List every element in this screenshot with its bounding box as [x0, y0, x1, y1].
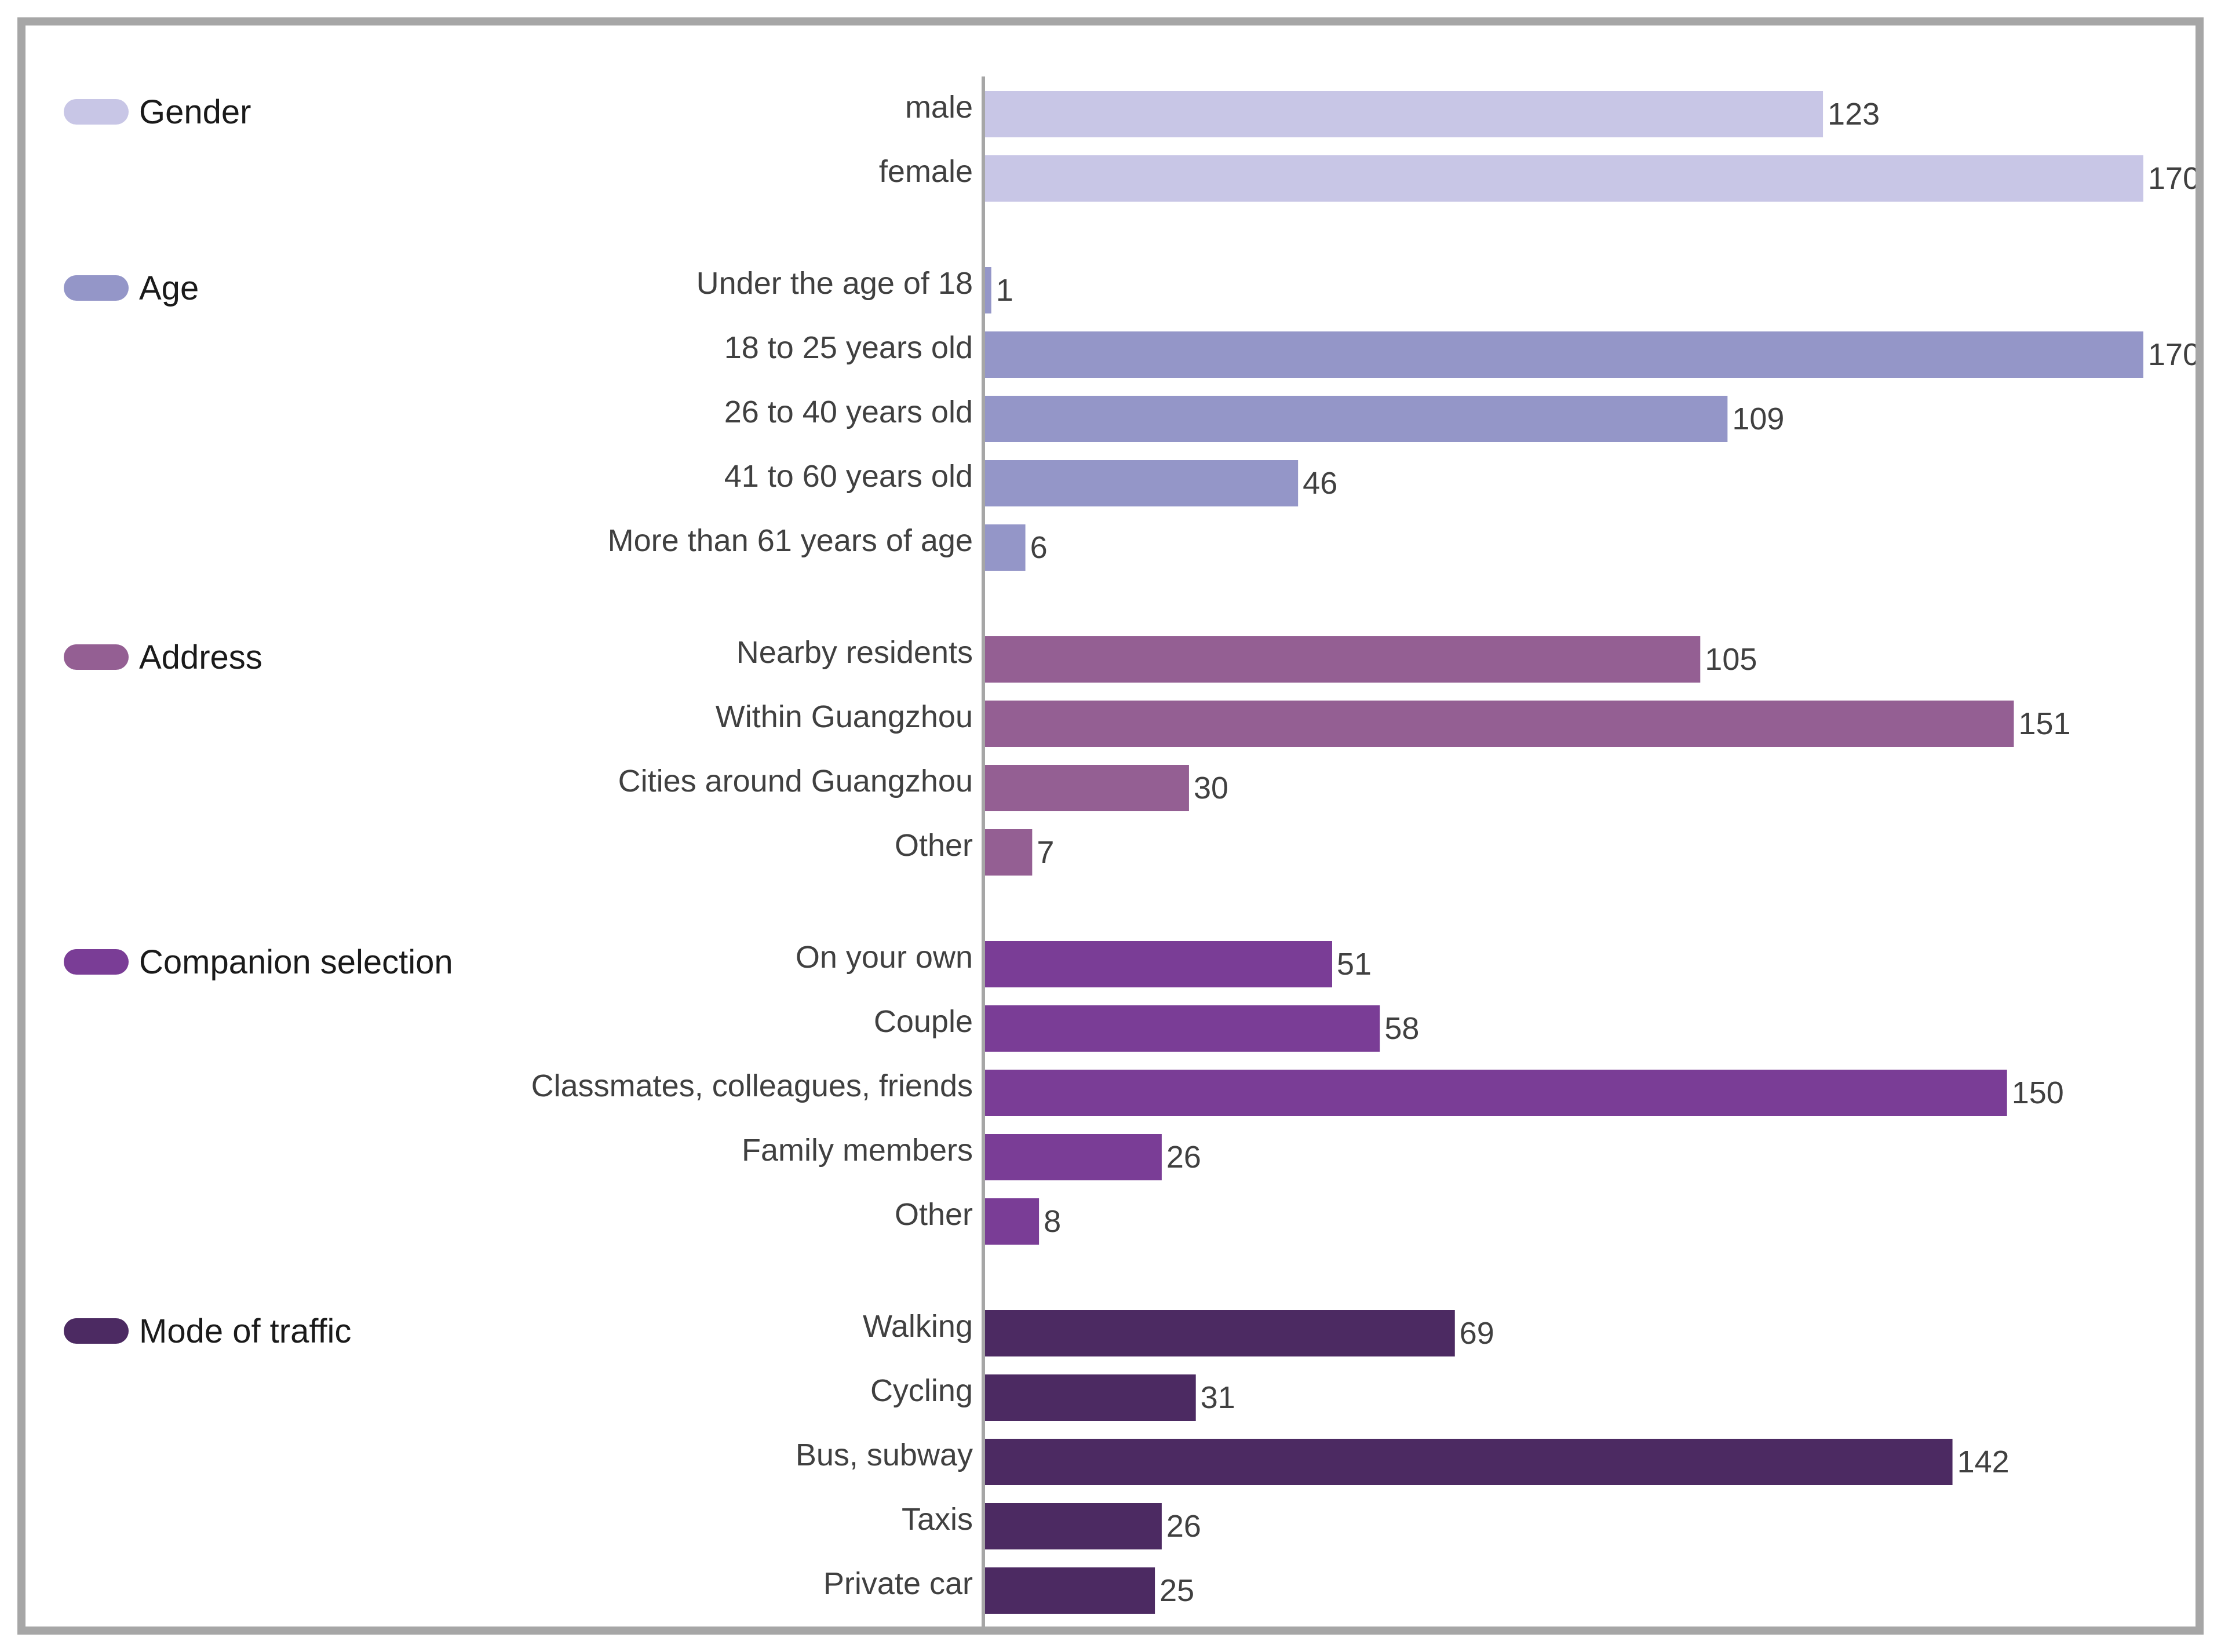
category-label: 41 to 60 years old [724, 459, 973, 494]
group-label: Gender [139, 93, 251, 131]
category-label: 18 to 25 years old [724, 330, 973, 365]
category-label: Cities around Guangzhou [618, 764, 973, 798]
category-label: female [879, 154, 973, 189]
value-label: 109 [1732, 402, 1784, 436]
bar [984, 941, 1332, 987]
chart-svg: Gender male 123 female 170 Age Under the age o… [64, 76, 2196, 1627]
bar [984, 1198, 1040, 1245]
bar [984, 636, 1701, 683]
value-label: 123 [1828, 97, 1880, 132]
value-label: 26 [1166, 1140, 1201, 1175]
legend-swatch [64, 1318, 129, 1344]
bar [984, 829, 1033, 876]
value-label: 26 [1166, 1509, 1201, 1544]
bar [984, 1310, 1455, 1356]
category-label: On your own [796, 940, 973, 975]
value-label: 51 [1337, 947, 1372, 982]
value-label: 6 [1030, 530, 1048, 565]
group-label: Age [139, 269, 199, 307]
value-label: 46 [1303, 466, 1337, 501]
value-label: 151 [2018, 706, 2070, 741]
value-label: 8 [1044, 1204, 1061, 1239]
bar [984, 1374, 1196, 1421]
bar [984, 331, 2143, 378]
bar [984, 701, 2014, 747]
bar [984, 267, 991, 313]
bar [984, 524, 1026, 571]
category-label: More than 61 years of age [608, 523, 973, 558]
category-label: Couple [874, 1004, 973, 1039]
category-label: Taxis [902, 1502, 973, 1537]
category-label: male [905, 90, 973, 125]
bar [984, 1567, 1155, 1614]
category-label: Within Guangzhou [716, 699, 973, 734]
group-label: Companion selection [139, 943, 453, 981]
bar [984, 1070, 2007, 1116]
category-label: Walking [863, 1309, 973, 1344]
category-label: 26 to 40 years old [724, 395, 973, 429]
bar [984, 460, 1299, 506]
category-label: Nearby residents [736, 635, 973, 670]
value-label: 58 [1384, 1011, 1419, 1046]
value-label: 170 [2148, 161, 2196, 196]
value-label: 25 [1159, 1573, 1194, 1608]
category-label: Other [895, 1197, 973, 1232]
category-label: Under the age of 18 [696, 266, 973, 301]
category-label: Classmates, colleagues, friends [531, 1068, 973, 1103]
group-label: Address [139, 639, 262, 676]
value-label: 30 [1194, 771, 1228, 805]
value-label: 150 [2012, 1075, 2064, 1110]
bar [984, 91, 1824, 137]
legend-swatch [64, 99, 129, 125]
value-label: 31 [1201, 1380, 1235, 1415]
bar [984, 765, 1189, 811]
category-label: Family members [742, 1133, 973, 1168]
category-label: Bus, subway [796, 1438, 973, 1472]
category-label: Other [895, 828, 973, 863]
bar [984, 396, 1728, 442]
bar [984, 1134, 1162, 1180]
bar [984, 1439, 1953, 1485]
category-label: Cycling [870, 1373, 973, 1408]
legend-swatch [64, 949, 129, 975]
legend-swatch [64, 275, 129, 301]
category-label: Private car [823, 1566, 973, 1601]
bar [984, 1503, 1162, 1549]
value-label: 7 [1037, 835, 1054, 870]
bar [984, 155, 2143, 202]
group-label: Mode of traffic [139, 1312, 351, 1350]
chart-frame: Gender male 123 female 170 Age Under the age o… [17, 17, 2204, 1635]
legend-swatch [64, 644, 129, 670]
value-label: 1 [996, 273, 1013, 308]
value-label: 69 [1460, 1316, 1494, 1351]
value-label: 105 [1705, 642, 1757, 677]
value-label: 170 [2148, 337, 2196, 372]
bar [984, 1005, 1380, 1052]
value-label: 142 [1957, 1445, 2010, 1479]
